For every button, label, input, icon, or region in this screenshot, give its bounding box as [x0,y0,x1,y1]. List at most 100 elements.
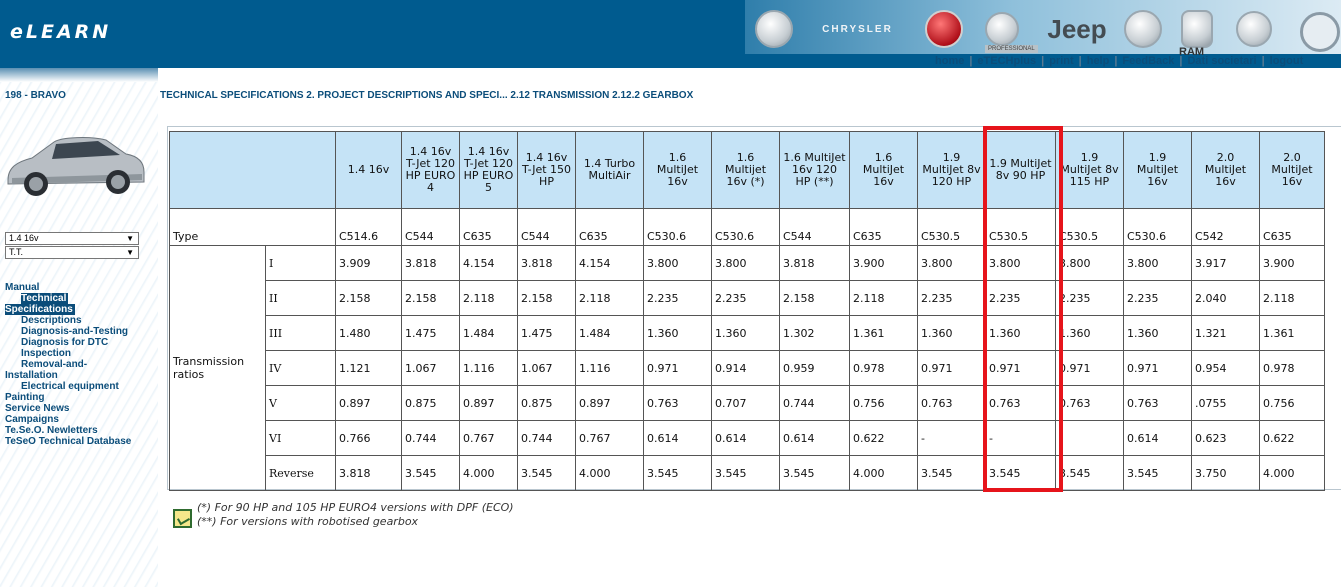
table-cell: 0.614 [1123,420,1192,456]
footnote-2: (**) For versions with robotised gearbox [197,515,419,528]
table-cell: 2.040 [1191,280,1260,316]
table-cell: 0.954 [1191,350,1260,386]
nav-logout-link[interactable]: logout [1269,55,1304,67]
sidebar-menu-item[interactable]: Campaigns [0,414,158,425]
table-cell: 3.800 [1123,245,1192,281]
sidebar-menu-item[interactable]: Manual [0,282,158,293]
column-header: 1.4 16v T-Jet 120 HP EURO 5 [459,131,518,209]
sidebar-menu-item[interactable]: Descriptions [0,315,158,326]
table-cell: 3.818 [779,245,850,281]
mopar-logo [1300,12,1340,52]
jeep-logo: Jeep [1047,13,1107,44]
table-cell: 0.897 [335,385,402,421]
table-cell: C530.6 [1123,208,1192,246]
car-image [7,137,145,196]
nav-home-link[interactable]: home [935,55,965,67]
sidebar-menu-item[interactable]: Specifications [0,304,158,315]
sidebar-menu-item[interactable]: Te.Se.O. Newletters [0,425,158,436]
table-cell: C635 [575,208,644,246]
gear-label: VI [265,420,336,456]
table-cell: 2.158 [335,280,402,316]
table-cell: C544 [517,208,576,246]
column-header: 1.9 MultiJet 16v [1123,131,1192,209]
sidebar-menu-label: Te.Se.O. Newletters [5,425,98,436]
table-cell: - [917,420,986,456]
table-cell: C635 [849,208,918,246]
table-cell: 4.154 [459,245,518,281]
sidebar-menu-item[interactable]: Electrical equipment [0,381,158,392]
table-cell: 2.118 [459,280,518,316]
table-cell: 0.971 [643,350,712,386]
nav-dati-societari-link[interactable]: Dati societari [1187,55,1257,67]
table-cell: 3.545 [1123,455,1192,491]
table-cell: 3.800 [917,245,986,281]
note-icon [173,509,192,528]
column-header: 1.6 Multijet 16v (*) [711,131,780,209]
table-cell: 3.800 [985,245,1056,281]
table-cell: 1.360 [643,315,712,351]
table-cell: 0.763 [917,385,986,421]
section-select[interactable]: T.T. ▼ [5,246,139,259]
table-cell: 2.235 [643,280,712,316]
engine-select-value: 1.4 16v [9,233,39,243]
column-header: 1.4 16v [335,131,402,209]
column-header: 1.6 MultiJet 16v [643,131,712,209]
nav-help-link[interactable]: help [1086,55,1110,67]
ram-label: RAM [1179,46,1205,58]
sidebar-menu-label: Electrical equipment [21,381,119,392]
table-cell: 1.475 [401,315,460,351]
table-cell: 0.707 [711,385,780,421]
chevron-down-icon: ▼ [126,234,134,243]
engine-select[interactable]: 1.4 16v ▼ [5,232,139,245]
table-cell: 1.484 [459,315,518,351]
sidebar-menu-label: Installation [5,370,58,381]
row-label: Type [169,208,336,246]
sidebar-menu-label: Service News [5,403,70,414]
sidebar-menu-item[interactable]: TeSeO Technical Database [0,436,158,447]
table-cell: 2.158 [517,280,576,316]
sidebar-menu-label: TeSeO Technical Database [5,436,132,447]
sidebar-menu-item[interactable]: Technical [0,293,158,304]
table-cell: 4.000 [1259,455,1325,491]
nav-etechplus-link[interactable]: eTECHplus [977,55,1037,67]
table-cell: 0.614 [711,420,780,456]
table-cell: 1.302 [779,315,850,351]
table-cell: 0.763 [1123,385,1192,421]
nav-feedback-link[interactable]: FeedBack [1122,55,1175,67]
sidebar-menu-item[interactable]: Diagnosis-and-Testing [0,326,158,337]
table-cell: 1.116 [575,350,644,386]
table-row: II 2.158 2.158 2.118 2.158 2.118 2.235 2.235 2.1… [170,280,1325,316]
model-title: 198 - BRAVO [5,90,66,101]
sidebar-menu-item[interactable]: Installation [0,370,158,381]
table-cell: 1.484 [575,315,644,351]
alfa-romeo-logo [755,10,793,48]
table-cell: 2.235 [985,280,1056,316]
table-cell: 0.971 [985,350,1056,386]
column-header: 1.6 MultiJet 16v 120 HP (**) [779,131,850,209]
sidebar-menu-label: Painting [5,392,45,403]
sidebar-menu-item[interactable]: Inspection [0,348,158,359]
chrysler-logo: CHRYSLER [822,23,893,35]
gear-label: III [265,315,336,351]
table-cell: C542 [1191,208,1260,246]
table-cell: 0.959 [779,350,850,386]
column-header: 1.6 MultiJet 16v [849,131,918,209]
nav-print-link[interactable]: print [1049,55,1074,67]
table-cell: 3.818 [401,245,460,281]
table-cell: 1.480 [335,315,402,351]
table-cell: 3.750 [1191,455,1260,491]
sidebar-menu-item[interactable]: Painting [0,392,158,403]
table-cell: 0.756 [1259,385,1325,421]
table-cell: - [985,420,1056,456]
table-cell: 3.800 [643,245,712,281]
sidebar-menu-item[interactable]: Diagnosis for DTC [0,337,158,348]
column-header: 1.4 Turbo MultiAir [575,131,644,209]
sidebar-menu-label: Campaigns [5,414,59,425]
table-cell: 1.361 [1259,315,1325,351]
table-cell: 0.767 [459,420,518,456]
professional-tag: PROFESSIONAL [985,45,1038,53]
table-cell: 0.763 [643,385,712,421]
sidebar-menu-item[interactable]: Service News [0,403,158,414]
sidebar-menu-item[interactable]: Removal-and- [0,359,158,370]
table-cell: 3.545 [517,455,576,491]
